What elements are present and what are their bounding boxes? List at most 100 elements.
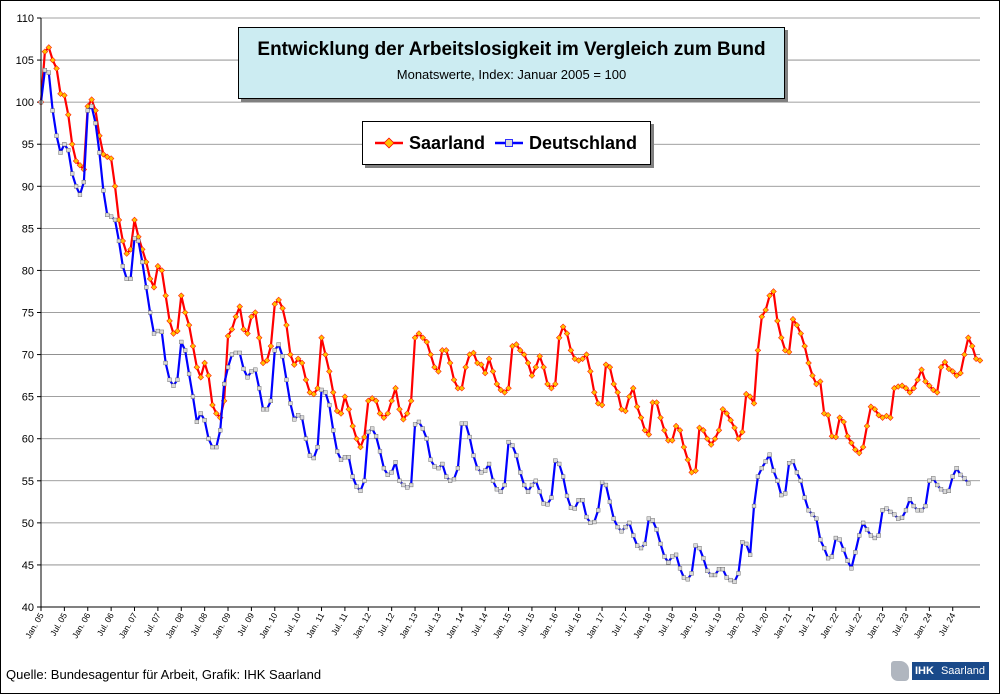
- x-tick-label: Jan. 24: [911, 611, 934, 640]
- data-point: [638, 546, 644, 551]
- data-point: [158, 267, 165, 274]
- data-point: [789, 316, 797, 323]
- data-point: [427, 351, 434, 358]
- series-layer: [37, 44, 984, 584]
- data-point: [524, 359, 532, 367]
- data-point: [553, 458, 558, 463]
- data-point: [937, 364, 945, 371]
- data-point: [224, 332, 232, 340]
- data-point: [388, 397, 395, 405]
- data-point: [411, 334, 419, 341]
- data-point: [645, 431, 652, 438]
- y-tick-label: 75: [22, 308, 34, 320]
- data-point: [861, 520, 866, 525]
- legend-swatch-deutschland: [495, 139, 523, 147]
- data-point: [459, 421, 464, 426]
- data-point: [97, 150, 102, 155]
- saarland-map-icon: [891, 661, 909, 681]
- data-point: [774, 317, 781, 325]
- data-point: [171, 383, 176, 388]
- data-point: [592, 519, 597, 525]
- y-tick-label: 55: [22, 476, 34, 488]
- data-point: [502, 482, 507, 488]
- data-point: [68, 141, 76, 148]
- data-point: [801, 342, 808, 350]
- data-point: [175, 377, 180, 382]
- data-point: [471, 453, 476, 458]
- data-point: [657, 414, 664, 421]
- logo-ihk-text: IHK: [912, 662, 937, 680]
- data-point: [206, 436, 211, 441]
- data-point: [193, 364, 201, 371]
- x-tick-label: Jan. 21: [771, 611, 794, 640]
- source-note: Quelle: Bundesagentur für Arbeit, Grafik…: [6, 667, 322, 682]
- data-point: [693, 543, 698, 548]
- data-point: [549, 495, 554, 500]
- data-point: [423, 338, 430, 346]
- data-point: [732, 579, 737, 584]
- data-point: [548, 385, 555, 392]
- data-point: [333, 407, 341, 415]
- data-point: [918, 366, 925, 373]
- data-point: [665, 437, 672, 444]
- data-point: [518, 470, 523, 475]
- data-point: [416, 419, 422, 424]
- y-tick-label: 40: [22, 602, 34, 614]
- data-point: [560, 474, 566, 479]
- y-tick-label: 90: [22, 181, 34, 193]
- data-point: [490, 478, 496, 483]
- data-point: [567, 347, 575, 354]
- data-point: [658, 541, 663, 546]
- data-point: [646, 516, 651, 521]
- data-point: [771, 468, 776, 473]
- data-point: [366, 429, 371, 435]
- data-point: [591, 389, 598, 396]
- x-tick-label: Jul. 22: [843, 611, 864, 638]
- data-point: [123, 250, 130, 257]
- data-point: [670, 554, 675, 559]
- data-point: [210, 445, 215, 450]
- data-point: [911, 503, 916, 509]
- data-point: [291, 361, 298, 368]
- data-point: [385, 472, 390, 477]
- data-point: [194, 419, 199, 424]
- data-point: [435, 368, 442, 375]
- data-point: [899, 515, 905, 520]
- data-point: [587, 368, 594, 375]
- data-point: [276, 342, 281, 347]
- x-tick-label: Jul. 21: [796, 611, 817, 638]
- data-point: [323, 390, 328, 395]
- data-point: [876, 533, 881, 538]
- legend-item-deutschland: Deutschland: [493, 132, 637, 154]
- data-point: [763, 459, 768, 464]
- chart-legend: Saarland Deutschland: [362, 121, 651, 165]
- data-point: [65, 111, 72, 118]
- data-point: [633, 403, 641, 410]
- data-point: [833, 535, 838, 541]
- data-point: [635, 543, 640, 548]
- data-point: [470, 349, 477, 357]
- data-point: [962, 476, 967, 481]
- data-point: [202, 418, 207, 423]
- x-tick-label: Jul. 06: [95, 611, 116, 638]
- data-point: [341, 393, 349, 400]
- data-point: [310, 390, 317, 398]
- data-point: [443, 347, 450, 354]
- data-point: [497, 386, 504, 394]
- data-point: [755, 474, 761, 479]
- data-point: [871, 406, 878, 413]
- data-point: [330, 389, 337, 396]
- data-point: [880, 508, 885, 513]
- data-point: [298, 359, 306, 367]
- data-point: [676, 427, 684, 434]
- x-tick-label: Jul. 11: [329, 611, 350, 637]
- data-point: [868, 533, 874, 538]
- data-point: [627, 520, 632, 525]
- data-point: [896, 516, 901, 521]
- data-point: [824, 411, 832, 419]
- data-point: [228, 326, 236, 333]
- x-tick-label: Jan. 15: [491, 611, 514, 640]
- data-point: [767, 452, 772, 457]
- series-line-saarland: [39, 46, 981, 474]
- y-tick-label: 100: [16, 97, 34, 109]
